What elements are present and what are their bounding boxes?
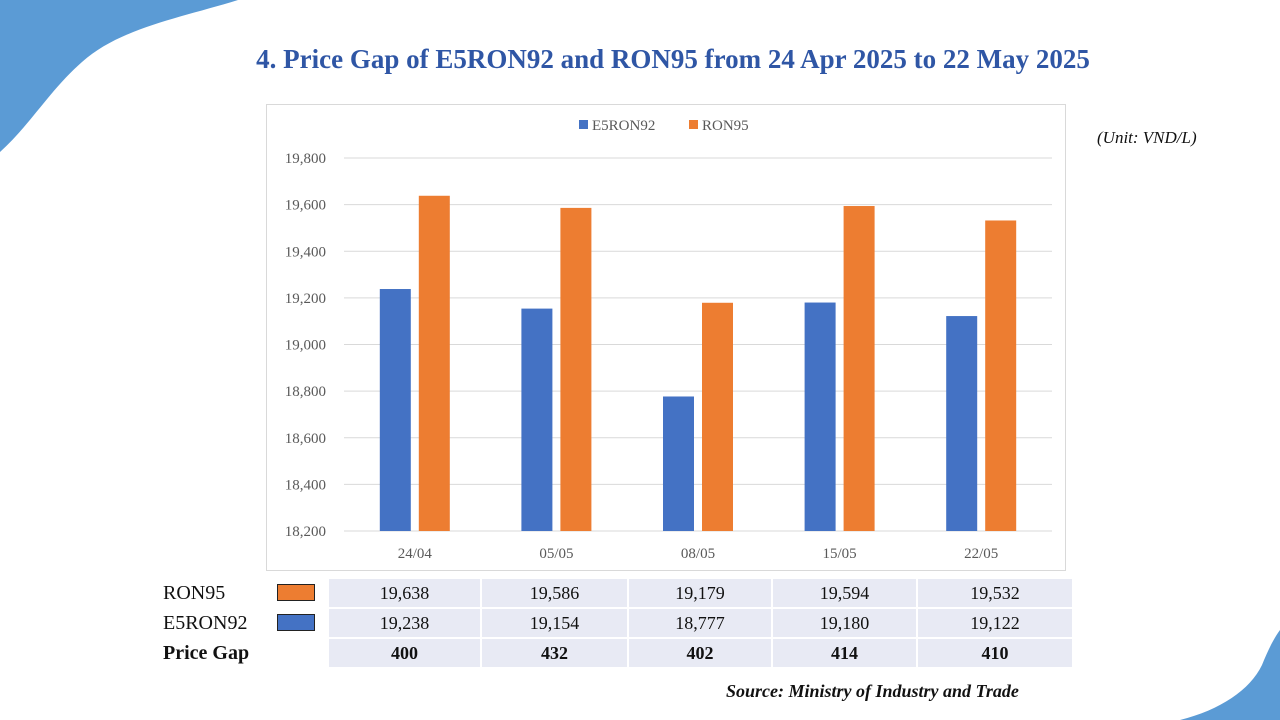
- page-title: 4. Price Gap of E5RON92 and RON95 from 2…: [256, 44, 1090, 74]
- row-label-text: RON95: [163, 581, 226, 604]
- x-tick-label: 22/05: [964, 546, 998, 562]
- legend-swatch: [277, 584, 315, 601]
- data-table: RON95 19,638 19,586 19,179 19,594 19,532 E5RON…: [163, 579, 1074, 669]
- table-cell: 19,179: [628, 579, 773, 609]
- decorative-corner-shape-top-left: [0, 0, 238, 152]
- legend-swatch: [579, 120, 588, 129]
- table-cell: 19,122: [917, 608, 1074, 639]
- table-cell: 402: [628, 638, 773, 669]
- table-cell: 432: [481, 638, 629, 669]
- bar-layer: [379, 195, 1017, 532]
- bar-e5ron92-3: [804, 302, 836, 531]
- row-label: RON95: [163, 579, 329, 609]
- bar-e5ron92-1: [521, 308, 553, 531]
- legend: E5RON92 RON95: [579, 118, 749, 134]
- table-cell: 414: [772, 638, 918, 669]
- table-cell: 410: [917, 638, 1074, 669]
- table-cell: 19,154: [481, 608, 629, 639]
- table-row: Price Gap 400 432 402 414 410: [163, 638, 1074, 669]
- label-layer: 18,200 18,400 18,600 18,800 19,000 19,200 19,4…: [285, 151, 999, 562]
- row-label-text: E5RON92: [163, 611, 248, 634]
- unit-label: (Unit: VND/L): [1097, 128, 1197, 147]
- bar-chart: 18,200 18,400 18,600 18,800 19,000 19,200 19,4…: [285, 118, 1052, 562]
- bar-ron95-1: [560, 207, 592, 532]
- y-tick-label: 18,800: [285, 384, 326, 400]
- x-tick-label: 08/05: [681, 546, 715, 562]
- x-tick-label: 24/04: [398, 546, 433, 562]
- y-tick-label: 19,000: [285, 338, 326, 354]
- bar-ron95-0: [418, 195, 450, 532]
- bar-ron95-4: [985, 220, 1017, 531]
- table-cell: 19,638: [328, 579, 482, 609]
- decorative-corner-shape-bottom-right: [1180, 630, 1280, 720]
- y-tick-label: 19,400: [285, 244, 326, 260]
- table-cell: 19,586: [481, 579, 629, 609]
- y-tick-label: 18,600: [285, 431, 326, 447]
- y-tick-label: 18,400: [285, 477, 326, 493]
- bar-e5ron92-4: [946, 316, 978, 531]
- legend-swatch: [689, 120, 698, 129]
- y-tick-label: 18,200: [285, 524, 326, 540]
- table-row: E5RON92 19,238 19,154 18,777 19,180 19,122: [163, 608, 1074, 639]
- bar-e5ron92-2: [663, 396, 694, 531]
- y-tick-label: 19,800: [285, 151, 326, 167]
- legend-label: RON95: [702, 118, 749, 134]
- bar-ron95-2: [702, 302, 733, 531]
- row-label-text: Price Gap: [163, 641, 250, 664]
- bar-ron95-3: [843, 206, 875, 531]
- x-tick-label: 15/05: [823, 546, 857, 562]
- row-label: Price Gap: [163, 638, 329, 669]
- y-tick-label: 19,600: [285, 198, 326, 214]
- x-tick-label: 05/05: [539, 546, 573, 562]
- table-cell: 19,238: [328, 608, 482, 639]
- source-note: Source: Ministry of Industry and Trade: [726, 681, 1019, 701]
- table-cell: 19,532: [917, 579, 1074, 609]
- table-cell: 19,594: [772, 579, 918, 609]
- grid-layer: [344, 157, 1052, 532]
- table-cell: 400: [328, 638, 482, 669]
- legend-swatch: [277, 614, 315, 631]
- legend-label: E5RON92: [592, 118, 655, 134]
- y-tick-label: 19,200: [285, 291, 326, 307]
- table-row: RON95 19,638 19,586 19,179 19,594 19,532: [163, 579, 1074, 609]
- row-label: E5RON92: [163, 608, 329, 639]
- table-cell: 19,180: [772, 608, 918, 639]
- bar-e5ron92-0: [379, 289, 411, 531]
- table-cell: 18,777: [628, 608, 773, 639]
